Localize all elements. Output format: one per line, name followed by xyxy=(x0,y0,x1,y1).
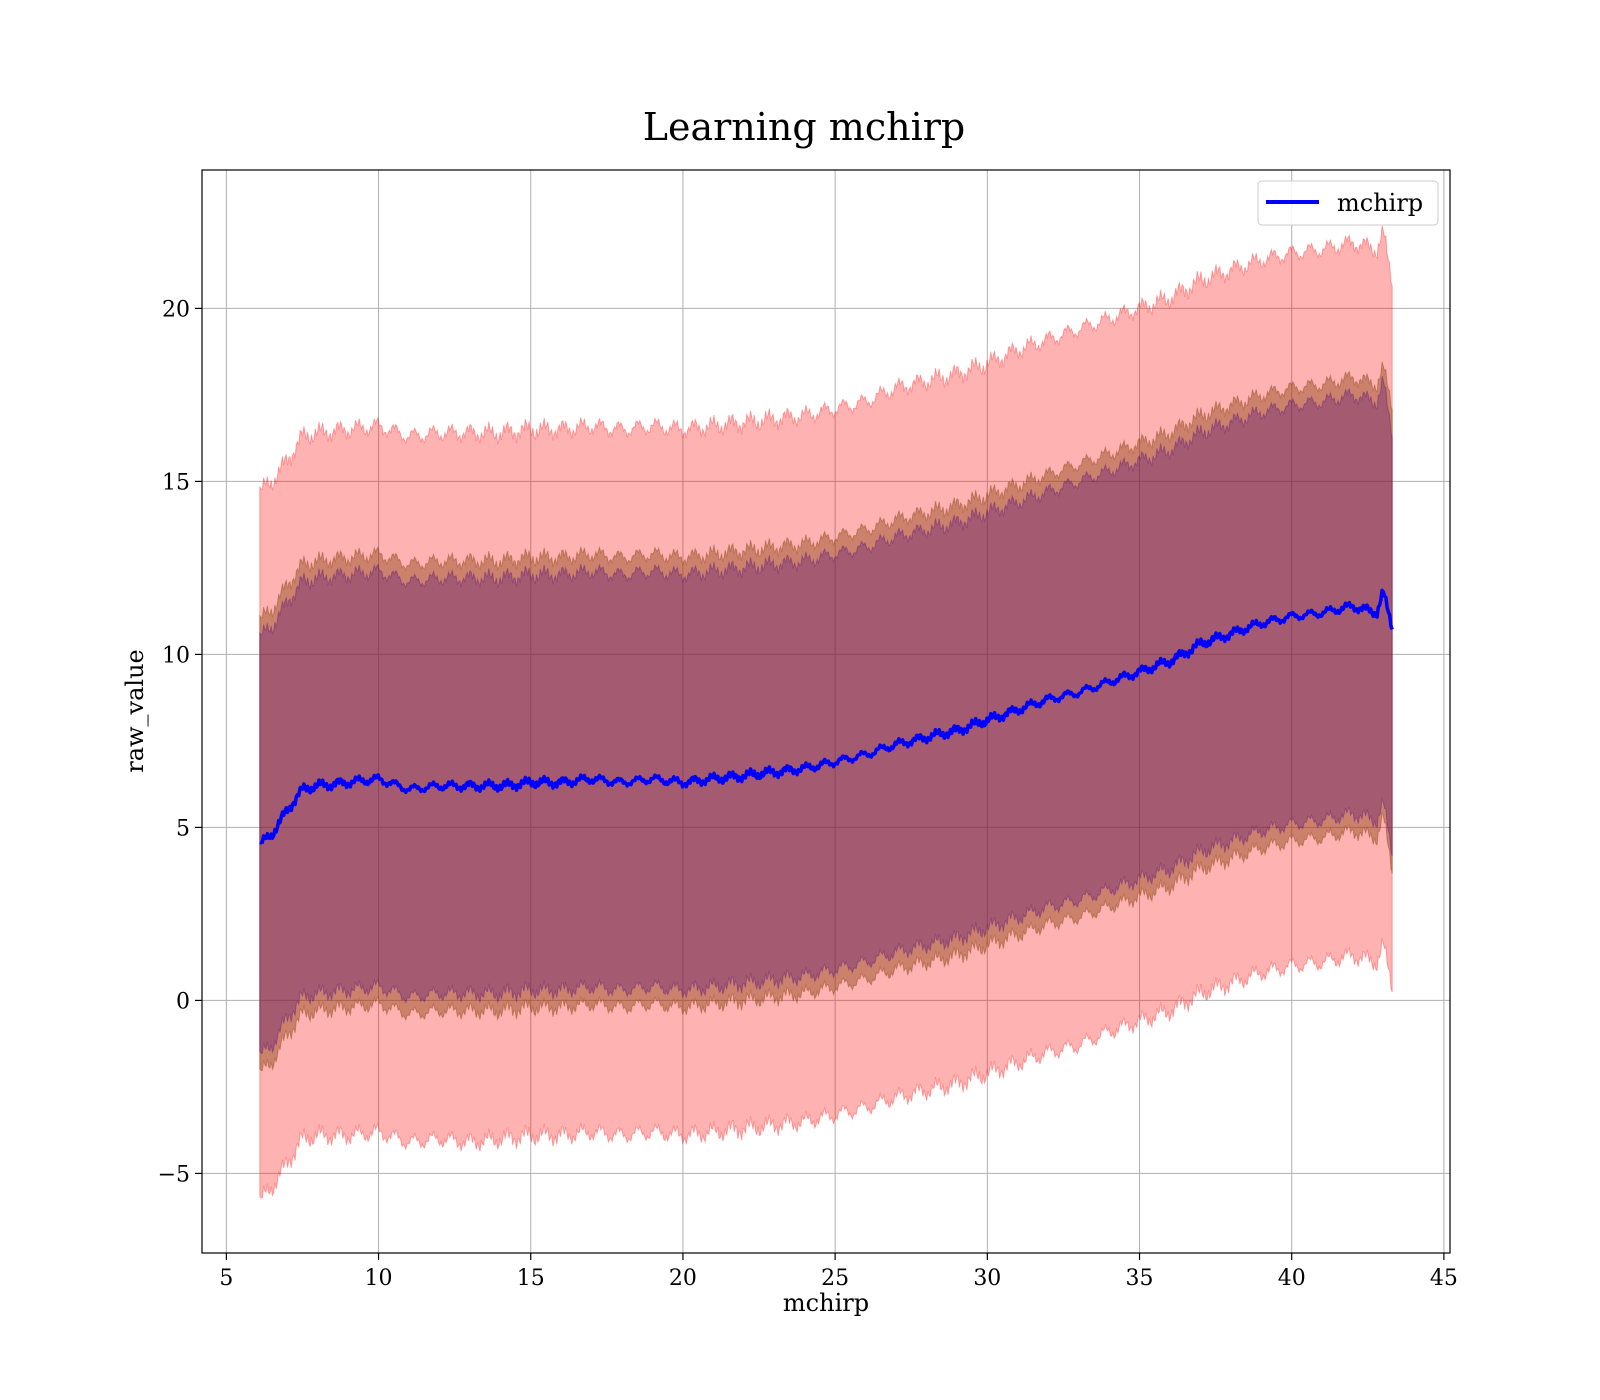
outer-confidence-band xyxy=(259,225,1393,1199)
mid-confidence-band xyxy=(259,361,1393,1072)
gridlines xyxy=(202,170,1450,1253)
x-tick-label: 5 xyxy=(219,1266,233,1291)
x-tick-label: 25 xyxy=(821,1266,849,1291)
chart-title: Learning mchirp xyxy=(643,105,965,149)
x-axis-ticks: 5 10 15 20 25 30 35 40 45 xyxy=(219,1253,1458,1291)
series-line-mchirp xyxy=(259,588,1394,845)
mean-series xyxy=(259,588,1394,845)
x-tick-label: 45 xyxy=(1430,1266,1458,1291)
y-tick-label: −5 xyxy=(158,1162,190,1187)
x-tick-label: 40 xyxy=(1278,1266,1306,1291)
x-tick-label: 15 xyxy=(517,1266,545,1291)
plot-frame xyxy=(201,169,1451,1254)
x-tick-label: 10 xyxy=(365,1266,393,1291)
confidence-bands xyxy=(259,225,1393,1199)
y-tick-label: 20 xyxy=(162,297,190,322)
y-axis-label: raw_value xyxy=(121,649,149,773)
x-axis-label: mchirp xyxy=(783,1289,869,1317)
legend-entry-mchirp: mchirp xyxy=(1337,189,1423,217)
x-tick-label: 35 xyxy=(1126,1266,1154,1291)
y-tick-label: 5 xyxy=(176,816,190,841)
x-tick-label: 30 xyxy=(973,1266,1001,1291)
y-tick-label: 15 xyxy=(162,470,190,495)
legend: mchirp xyxy=(1257,180,1439,226)
y-tick-label: 0 xyxy=(176,989,190,1014)
inner-confidence-band xyxy=(259,375,1393,1054)
x-tick-label: 20 xyxy=(669,1266,697,1291)
legend-box xyxy=(1257,180,1439,226)
y-tick-label: 10 xyxy=(162,643,190,668)
y-axis-ticks: −5 0 5 10 15 20 xyxy=(158,297,202,1187)
plot-area: 5 10 15 20 25 30 35 40 45 −5 0 5 10 15 20 xyxy=(158,169,1458,1291)
